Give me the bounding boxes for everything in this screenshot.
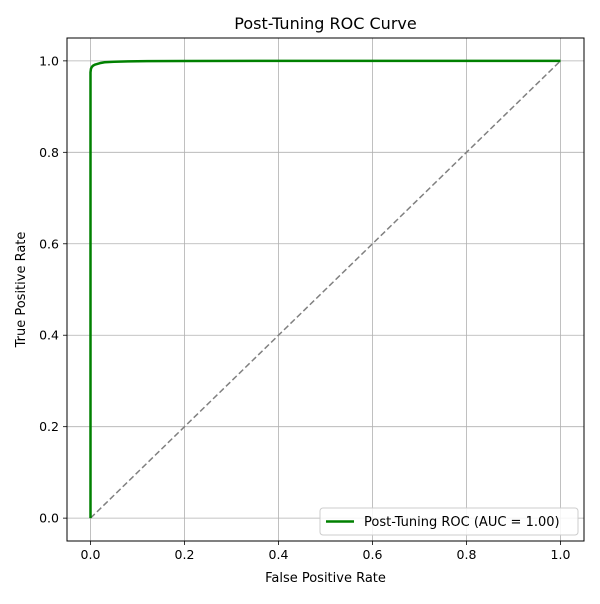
y-tick-label: 0.4 [39, 328, 59, 343]
x-tick-label: 1.0 [551, 547, 571, 562]
y-tick-label: 0.0 [39, 511, 59, 526]
series-layer [89, 59, 562, 519]
x-tick-label: 0.4 [269, 547, 289, 562]
x-axis-label: False Positive Rate [265, 571, 386, 586]
chance-diagonal-line [89, 60, 562, 519]
y-tick-label: 1.0 [39, 53, 59, 68]
y-tick-label: 0.2 [39, 419, 59, 434]
y-axis-label: True Positive Rate [14, 232, 29, 349]
ticks: 0.0 0.2 0.4 0.6 0.8 1.0 0.0 0.2 0.4 0.6 0.8 1.0 [39, 53, 570, 562]
legend-label: Post-Tuning ROC (AUC = 1.00) [364, 515, 560, 530]
legend-box [319, 507, 579, 536]
x-tick-label: 0.8 [457, 547, 477, 562]
y-tick-label: 0.8 [39, 145, 59, 160]
x-tick-label: 0.0 [81, 547, 101, 562]
plot-frame [66, 37, 585, 542]
legend: Post-Tuning ROC (AUC = 1.00) [319, 507, 579, 536]
y-tick-label: 0.6 [39, 236, 59, 251]
roc-curve-line [89, 59, 561, 519]
grid [67, 38, 584, 541]
chart-title: Post-Tuning ROC Curve [234, 14, 416, 33]
x-tick-label: 0.2 [175, 547, 195, 562]
x-tick-label: 0.6 [363, 547, 383, 562]
